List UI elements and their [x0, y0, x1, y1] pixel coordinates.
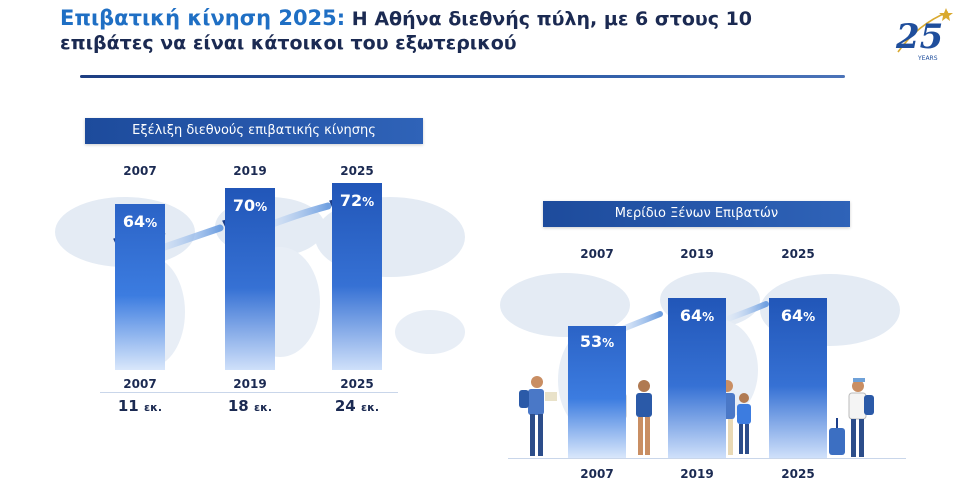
header-divider: [80, 75, 845, 78]
bar-value-number: 70: [232, 196, 256, 215]
bar-value-suffix: %: [145, 215, 158, 230]
bottom-year-label: 2007: [580, 467, 614, 481]
bar-value-label: 70%: [225, 196, 275, 215]
bar-value-suffix: %: [362, 194, 375, 209]
left-chart-title: Εξέλιξη διεθνούς επιβατικής κίνησης: [85, 118, 423, 144]
bar-value-label: 64%: [769, 306, 827, 325]
bottom-year-label: 2019: [233, 377, 267, 391]
anniversary-25-years-logo: 25 YEARS: [888, 4, 954, 70]
baseline-divider: [100, 392, 398, 393]
passengers-unit: εκ.: [143, 401, 163, 414]
right-chart-title: Μερίδιο Ξένων Επιβατών: [543, 201, 850, 227]
category-year-label: 2007: [580, 247, 614, 261]
page-title: Επιβατική κίνηση 2025: Η Αθήνα διεθνής π…: [60, 6, 860, 31]
bottom-year-label: 2007: [123, 377, 157, 391]
bar-value-label: 64%: [115, 212, 165, 231]
bar-value-suffix: %: [702, 310, 715, 324]
passengers-number: 18: [227, 397, 254, 415]
growth-arrow-icon: [727, 301, 769, 321]
category-year-label: 2019: [233, 164, 267, 178]
passengers-unit: εκ.: [360, 401, 380, 414]
bar: 53%: [568, 325, 626, 458]
bar-value-number: 53: [579, 331, 603, 351]
passengers-label: 18 εκ.: [215, 397, 285, 415]
bar: 64%: [769, 298, 827, 458]
bar-value-number: 64: [679, 306, 703, 325]
passengers-label: 11 εκ.: [105, 397, 175, 415]
category-year-label: 2007: [123, 164, 157, 178]
page-header: Επιβατική κίνηση 2025: Η Αθήνα διεθνής π…: [60, 6, 860, 55]
category-year-label: 2025: [781, 247, 815, 261]
bar-value-suffix: %: [803, 310, 816, 324]
logo-number: 25: [895, 17, 943, 57]
bar-value-label: 64%: [668, 306, 726, 325]
bar-value-suffix: %: [255, 200, 268, 214]
bar-value-suffix: %: [602, 335, 615, 350]
bar: 64%: [668, 298, 726, 458]
bar: 72%: [332, 182, 382, 370]
passengers-number: 24: [334, 397, 361, 415]
bar-value-number: 72: [339, 190, 363, 210]
bar-value-label: 53%: [568, 332, 626, 351]
bar-value-number: 64: [122, 211, 146, 231]
bar-value-label: 72%: [332, 191, 382, 210]
page-title-line2: επιβάτες να είναι κάτοικοι του εξωτερικο…: [60, 32, 517, 54]
logo-word: YEARS: [917, 55, 938, 62]
bottom-year-label: 2025: [781, 467, 815, 481]
passengers-number: 11: [117, 397, 144, 415]
passengers-label: 24 εκ.: [322, 397, 392, 415]
traveler-with-suitcase-icon: [829, 378, 874, 457]
passengers-unit: εκ.: [253, 401, 273, 414]
baseline-divider: [508, 458, 906, 459]
bar: 64%: [115, 203, 165, 370]
bottom-year-label: 2019: [680, 467, 714, 481]
title-rest: Η Αθήνα διεθνής πύλη, με 6 στους 10: [345, 8, 753, 30]
title-accent: Επιβατική κίνηση 2025:: [60, 6, 346, 30]
category-year-label: 2025: [340, 164, 374, 178]
bottom-year-label: 2025: [340, 377, 374, 391]
bar-value-number: 64: [780, 306, 804, 325]
traveler-with-map-icon: [519, 376, 557, 456]
bar: 70%: [225, 188, 275, 370]
category-year-label: 2019: [680, 247, 714, 261]
